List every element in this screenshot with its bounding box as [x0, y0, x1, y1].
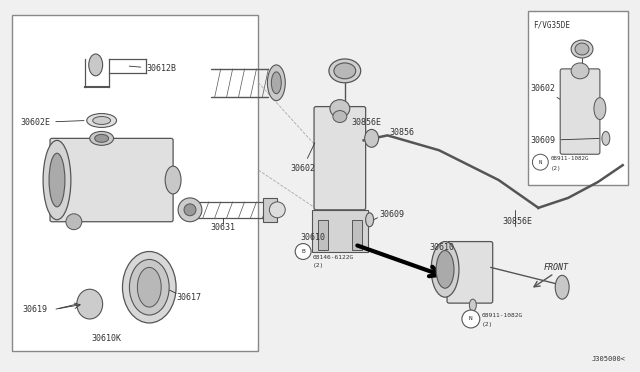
- Circle shape: [295, 244, 311, 259]
- Circle shape: [269, 202, 285, 218]
- Ellipse shape: [469, 299, 476, 311]
- Circle shape: [184, 204, 196, 216]
- Ellipse shape: [571, 63, 589, 79]
- Ellipse shape: [87, 113, 116, 128]
- Text: FRONT: FRONT: [543, 263, 568, 272]
- FancyBboxPatch shape: [314, 107, 365, 210]
- Ellipse shape: [334, 63, 356, 79]
- Text: 30619: 30619: [22, 305, 47, 314]
- Bar: [352, 220, 362, 250]
- Ellipse shape: [93, 116, 111, 125]
- Circle shape: [178, 198, 202, 222]
- Ellipse shape: [330, 100, 350, 118]
- Text: 08911-1082G: 08911-1082G: [482, 312, 523, 318]
- Text: 30610: 30610: [429, 243, 454, 252]
- Text: 30856E: 30856E: [352, 118, 382, 127]
- Ellipse shape: [138, 267, 161, 307]
- Ellipse shape: [575, 43, 589, 55]
- Bar: [264, 198, 277, 222]
- Bar: [529, 11, 628, 185]
- Text: F/VG35DE: F/VG35DE: [533, 21, 570, 30]
- Ellipse shape: [271, 72, 282, 94]
- Text: N: N: [539, 160, 542, 165]
- Text: (2): (2): [313, 263, 324, 268]
- Text: 30612B: 30612B: [129, 64, 176, 73]
- Ellipse shape: [329, 59, 361, 83]
- Text: 30856E: 30856E: [502, 217, 532, 226]
- Ellipse shape: [571, 40, 593, 58]
- Ellipse shape: [594, 98, 606, 119]
- Text: (2): (2): [482, 323, 493, 327]
- Text: 08146-6122G: 08146-6122G: [313, 255, 355, 260]
- Bar: [12, 15, 259, 351]
- Text: 30602E: 30602E: [20, 118, 84, 127]
- Text: B: B: [301, 249, 305, 254]
- Ellipse shape: [268, 65, 285, 101]
- Ellipse shape: [49, 153, 65, 207]
- Text: 30631: 30631: [211, 223, 236, 232]
- Text: 30609: 30609: [531, 136, 599, 145]
- Ellipse shape: [436, 250, 454, 288]
- Ellipse shape: [95, 134, 109, 142]
- Ellipse shape: [129, 259, 169, 315]
- Text: 08911-1082G: 08911-1082G: [550, 156, 589, 161]
- Ellipse shape: [122, 251, 176, 323]
- Text: (2): (2): [550, 166, 561, 171]
- Text: 30602: 30602: [290, 143, 316, 173]
- Ellipse shape: [43, 140, 71, 220]
- FancyBboxPatch shape: [50, 138, 173, 222]
- Ellipse shape: [89, 54, 102, 76]
- Circle shape: [462, 310, 480, 328]
- Circle shape: [532, 154, 548, 170]
- Ellipse shape: [333, 110, 347, 122]
- Ellipse shape: [556, 275, 569, 299]
- Ellipse shape: [365, 129, 378, 147]
- Circle shape: [66, 214, 82, 230]
- FancyBboxPatch shape: [447, 241, 493, 303]
- Ellipse shape: [365, 213, 374, 227]
- Ellipse shape: [77, 289, 102, 319]
- FancyBboxPatch shape: [560, 69, 600, 154]
- Text: J305000<: J305000<: [592, 356, 626, 362]
- Text: 30856: 30856: [390, 128, 415, 137]
- Ellipse shape: [165, 166, 181, 194]
- Ellipse shape: [602, 131, 610, 145]
- Ellipse shape: [431, 241, 459, 297]
- Bar: [318, 220, 328, 250]
- Text: 30617: 30617: [176, 293, 201, 302]
- Text: 30610K: 30610K: [92, 334, 122, 343]
- Ellipse shape: [90, 131, 113, 145]
- Text: 30602: 30602: [531, 84, 560, 99]
- Text: 30610: 30610: [300, 233, 325, 242]
- Bar: [312, 210, 367, 251]
- Text: N: N: [469, 317, 473, 321]
- Text: 30609: 30609: [380, 210, 404, 219]
